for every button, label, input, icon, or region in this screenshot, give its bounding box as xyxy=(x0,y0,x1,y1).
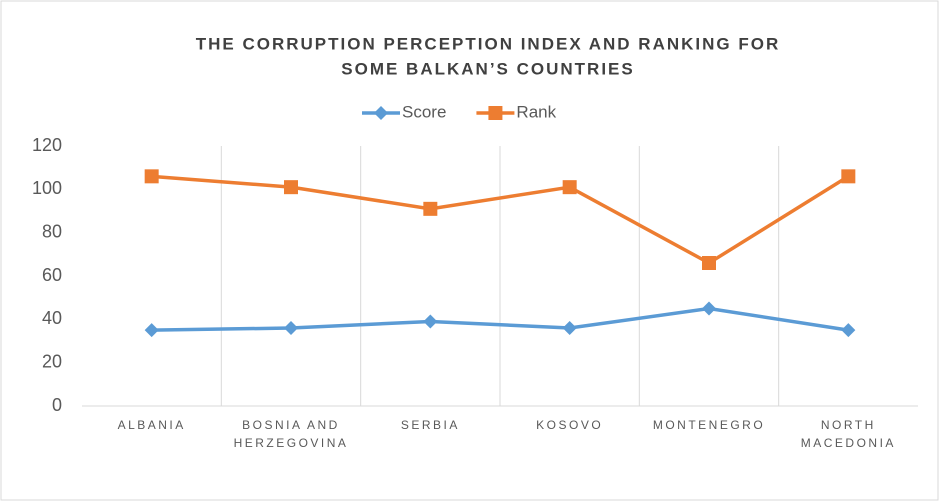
point xyxy=(702,301,716,316)
y-tick-label: 80 xyxy=(42,221,62,241)
point xyxy=(144,323,159,338)
point xyxy=(702,256,716,270)
point xyxy=(284,321,298,335)
point xyxy=(562,321,577,335)
point xyxy=(841,169,856,184)
point xyxy=(423,201,438,216)
chart-title: SOME BALKAN’S COUNTRIES xyxy=(341,59,634,78)
point xyxy=(144,169,159,184)
x-tick-label: MONTENEGRO xyxy=(653,418,765,432)
y-tick-label: 20 xyxy=(42,351,62,371)
legend-label: Score xyxy=(402,102,446,121)
point xyxy=(374,106,388,120)
x-tick-label: ALBANIA xyxy=(118,418,186,432)
x-tick-label: SERBIA xyxy=(401,418,460,432)
point xyxy=(562,180,577,195)
x-tick-label: NORTH MACEDONIA xyxy=(801,418,896,450)
y-tick-label: 60 xyxy=(42,265,62,285)
series-line xyxy=(151,306,849,332)
x-tick-label: BOSNIA AND HERZEGOVINA xyxy=(234,418,349,450)
chart-title: THE CORRUPTION PERCEPTION INDEX AND RANK… xyxy=(196,34,781,53)
y-tick-label: 120 xyxy=(32,135,62,155)
point xyxy=(423,314,438,329)
y-tick-label: 40 xyxy=(42,308,62,328)
series-line xyxy=(151,174,850,266)
point xyxy=(488,106,503,120)
point xyxy=(284,180,298,195)
legend-label: Rank xyxy=(516,102,556,121)
point xyxy=(841,323,856,338)
x-tick-label: KOSOVO xyxy=(536,418,603,432)
y-tick-label: 0 xyxy=(52,395,62,415)
y-tick-label: 100 xyxy=(32,178,62,198)
